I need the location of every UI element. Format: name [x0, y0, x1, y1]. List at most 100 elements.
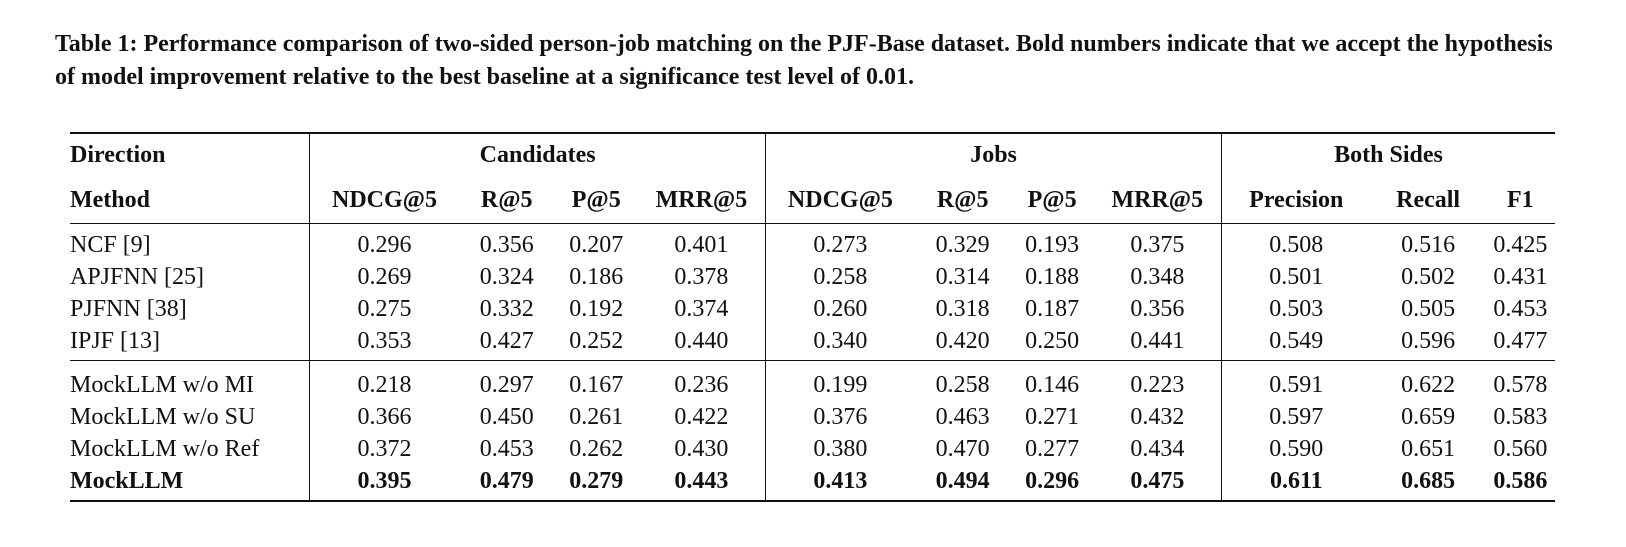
- method-cell: APJFNN [25]: [70, 261, 311, 293]
- value-cell: 0.187: [1025, 295, 1080, 322]
- value-cell: 0.193: [1010, 223, 1094, 261]
- value-cell: 0.549: [1269, 327, 1324, 354]
- value-cell: 0.218: [309, 360, 459, 401]
- value-cell: 0.348: [1093, 261, 1222, 293]
- value-cell: 0.207: [554, 223, 638, 261]
- value-cell: 0.395: [309, 465, 459, 502]
- value-cell: 0.611: [1221, 465, 1371, 502]
- group-header-candidates: Candidates: [309, 132, 767, 177]
- value-cell: 0.380: [813, 435, 868, 462]
- value-cell: 0.372: [357, 435, 412, 462]
- method-cell: IPJF [13]: [70, 325, 311, 361]
- value-cell: 0.271: [1025, 403, 1080, 430]
- value-cell: 0.296: [1010, 465, 1094, 502]
- group-header-jobs: Jobs: [765, 132, 1222, 177]
- metric-header: MRR@5: [637, 177, 767, 224]
- table-row: NCF [9] 0.296 0.356 0.207 0.401 0.273 0.…: [70, 223, 1555, 261]
- value-cell: 0.186: [569, 263, 624, 290]
- value-cell: 0.250: [1025, 327, 1080, 354]
- metric-header: R@5: [936, 186, 989, 213]
- value-cell: 0.508: [1221, 223, 1371, 261]
- method-cell: MockLLM w/o Ref: [70, 433, 311, 465]
- value-cell: 0.427: [479, 327, 534, 354]
- metric-header: MRR@5: [1093, 177, 1222, 224]
- value-cell: 0.596: [1401, 327, 1456, 354]
- metric-header: F1: [1506, 186, 1534, 213]
- value-cell: 0.376: [813, 403, 868, 430]
- value-cell: 0.340: [813, 327, 868, 354]
- value-cell: 0.401: [637, 223, 767, 261]
- value-cell: 0.252: [569, 327, 624, 354]
- group-header-both-sides: Both Sides: [1221, 132, 1555, 177]
- direction-header: Direction: [70, 132, 311, 177]
- value-cell: 0.273: [765, 223, 915, 261]
- method-header: Method: [70, 177, 311, 224]
- value-cell: 0.463: [935, 403, 990, 430]
- results-table: Direction Candidates Jobs Both Sides Met…: [70, 132, 1555, 502]
- value-cell: 0.591: [1221, 360, 1371, 401]
- method-cell: MockLLM: [70, 465, 311, 502]
- value-cell: 0.470: [935, 435, 990, 462]
- value-cell: 0.275: [357, 295, 412, 322]
- header-row-metrics: Method NDCG@5 R@5 P@5 MRR@5 NDCG@5 R@5 P…: [70, 177, 1555, 224]
- value-cell: 0.479: [458, 465, 555, 502]
- value-cell: 0.420: [935, 327, 990, 354]
- metric-header: Recall: [1396, 186, 1461, 213]
- value-cell: 0.450: [479, 403, 534, 430]
- value-cell: 0.261: [569, 403, 624, 430]
- value-cell: 0.375: [1093, 223, 1222, 261]
- value-cell: 0.501: [1269, 263, 1324, 290]
- value-cell: 0.223: [1093, 360, 1222, 401]
- metric-header: NDCG@5: [787, 186, 893, 213]
- value-cell: 0.146: [1010, 360, 1094, 401]
- metric-header: NDCG@5: [331, 186, 437, 213]
- value-cell: 0.258: [813, 263, 868, 290]
- value-cell: 0.503: [1269, 295, 1324, 322]
- header-row-direction: Direction Candidates Jobs Both Sides: [70, 132, 1555, 177]
- value-cell: 0.374: [637, 293, 767, 325]
- value-cell: 0.277: [1025, 435, 1080, 462]
- value-cell: 0.258: [914, 360, 1011, 401]
- value-cell: 0.434: [1093, 433, 1222, 465]
- value-cell: 0.422: [637, 401, 767, 433]
- table-row-best: MockLLM 0.395 0.479 0.279 0.443 0.413 0.…: [70, 465, 1555, 502]
- value-cell: 0.578: [1485, 360, 1555, 401]
- method-cell: PJFNN [38]: [70, 293, 311, 325]
- value-cell: 0.453: [479, 435, 534, 462]
- value-cell: 0.297: [458, 360, 555, 401]
- value-cell: 0.199: [765, 360, 915, 401]
- table-row: MockLLM w/o SU 0.366 0.450 0.261 0.422 0…: [70, 401, 1555, 433]
- value-cell: 0.583: [1493, 403, 1548, 430]
- value-cell: 0.477: [1493, 327, 1548, 354]
- value-cell: 0.453: [1493, 295, 1548, 322]
- value-cell: 0.443: [637, 465, 767, 502]
- value-cell: 0.586: [1485, 465, 1555, 502]
- baseline-rows: NCF [9] 0.296 0.356 0.207 0.401 0.273 0.…: [70, 223, 1555, 361]
- metric-header: Precision: [1249, 186, 1344, 213]
- metric-header: P@5: [1027, 186, 1077, 213]
- value-cell: 0.505: [1401, 295, 1456, 322]
- value-cell: 0.432: [1093, 401, 1222, 433]
- value-cell: 0.590: [1269, 435, 1324, 462]
- value-cell: 0.356: [458, 223, 555, 261]
- value-cell: 0.192: [569, 295, 624, 322]
- table-row: PJFNN [38] 0.275 0.332 0.192 0.374 0.260…: [70, 293, 1555, 325]
- value-cell: 0.560: [1493, 435, 1548, 462]
- value-cell: 0.440: [637, 325, 767, 361]
- mockllm-rows: MockLLM w/o MI 0.218 0.297 0.167 0.236 0…: [70, 360, 1555, 502]
- value-cell: 0.167: [554, 360, 638, 401]
- value-cell: 0.494: [914, 465, 1011, 502]
- table-row: MockLLM w/o MI 0.218 0.297 0.167 0.236 0…: [70, 360, 1555, 401]
- value-cell: 0.659: [1401, 403, 1456, 430]
- value-cell: 0.430: [637, 433, 767, 465]
- value-cell: 0.356: [1093, 293, 1222, 325]
- value-cell: 0.516: [1370, 223, 1486, 261]
- table-row: MockLLM w/o Ref 0.372 0.453 0.262 0.430 …: [70, 433, 1555, 465]
- value-cell: 0.296: [309, 223, 459, 261]
- value-cell: 0.318: [935, 295, 990, 322]
- method-cell: MockLLM w/o SU: [70, 401, 311, 433]
- value-cell: 0.475: [1093, 465, 1222, 502]
- table-caption: Table 1: Performance comparison of two-s…: [55, 31, 1553, 90]
- value-cell: 0.685: [1370, 465, 1486, 502]
- value-cell: 0.314: [935, 263, 990, 290]
